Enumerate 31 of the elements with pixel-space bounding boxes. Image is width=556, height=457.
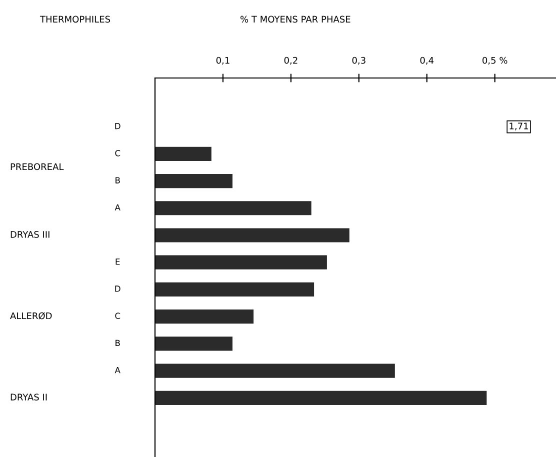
x-tick-label: 0,2 <box>284 56 298 65</box>
y-tick-label: C <box>115 150 120 156</box>
y-tick-label: A <box>114 204 120 210</box>
bar <box>155 390 487 405</box>
bar <box>155 336 232 351</box>
text: DRYAS II <box>10 394 47 401</box>
bar <box>155 282 314 297</box>
bar <box>155 310 254 324</box>
chart-subtitle: % T MOYENS PAR PHASE <box>240 16 350 23</box>
y-tick-label: E <box>116 258 120 265</box>
bar <box>155 228 350 242</box>
y-tick-label: B <box>116 340 120 346</box>
y-tick-label: D <box>115 286 120 292</box>
y-tick-label: A <box>114 367 120 374</box>
y-tick-label: D <box>115 123 120 130</box>
x-tick-label: 0,3 <box>352 56 366 65</box>
x-tick-label: 0,1 <box>216 56 230 65</box>
bar <box>155 174 232 188</box>
bar <box>155 201 312 216</box>
bar <box>155 255 327 270</box>
bar <box>155 364 395 378</box>
x-tick-label: 0,5 % <box>482 56 508 65</box>
bar <box>155 146 212 161</box>
y-tick-label: B <box>116 177 120 184</box>
text: THERMOPHILES <box>40 16 110 23</box>
text: 1,71 <box>510 122 528 130</box>
text: ALLERØD <box>10 312 52 320</box>
y-tick-label: C <box>115 312 120 319</box>
text: PREBOREAL <box>10 163 64 170</box>
text: DRYAS III <box>10 231 50 238</box>
x-tick-label: 0,4 <box>420 56 434 65</box>
